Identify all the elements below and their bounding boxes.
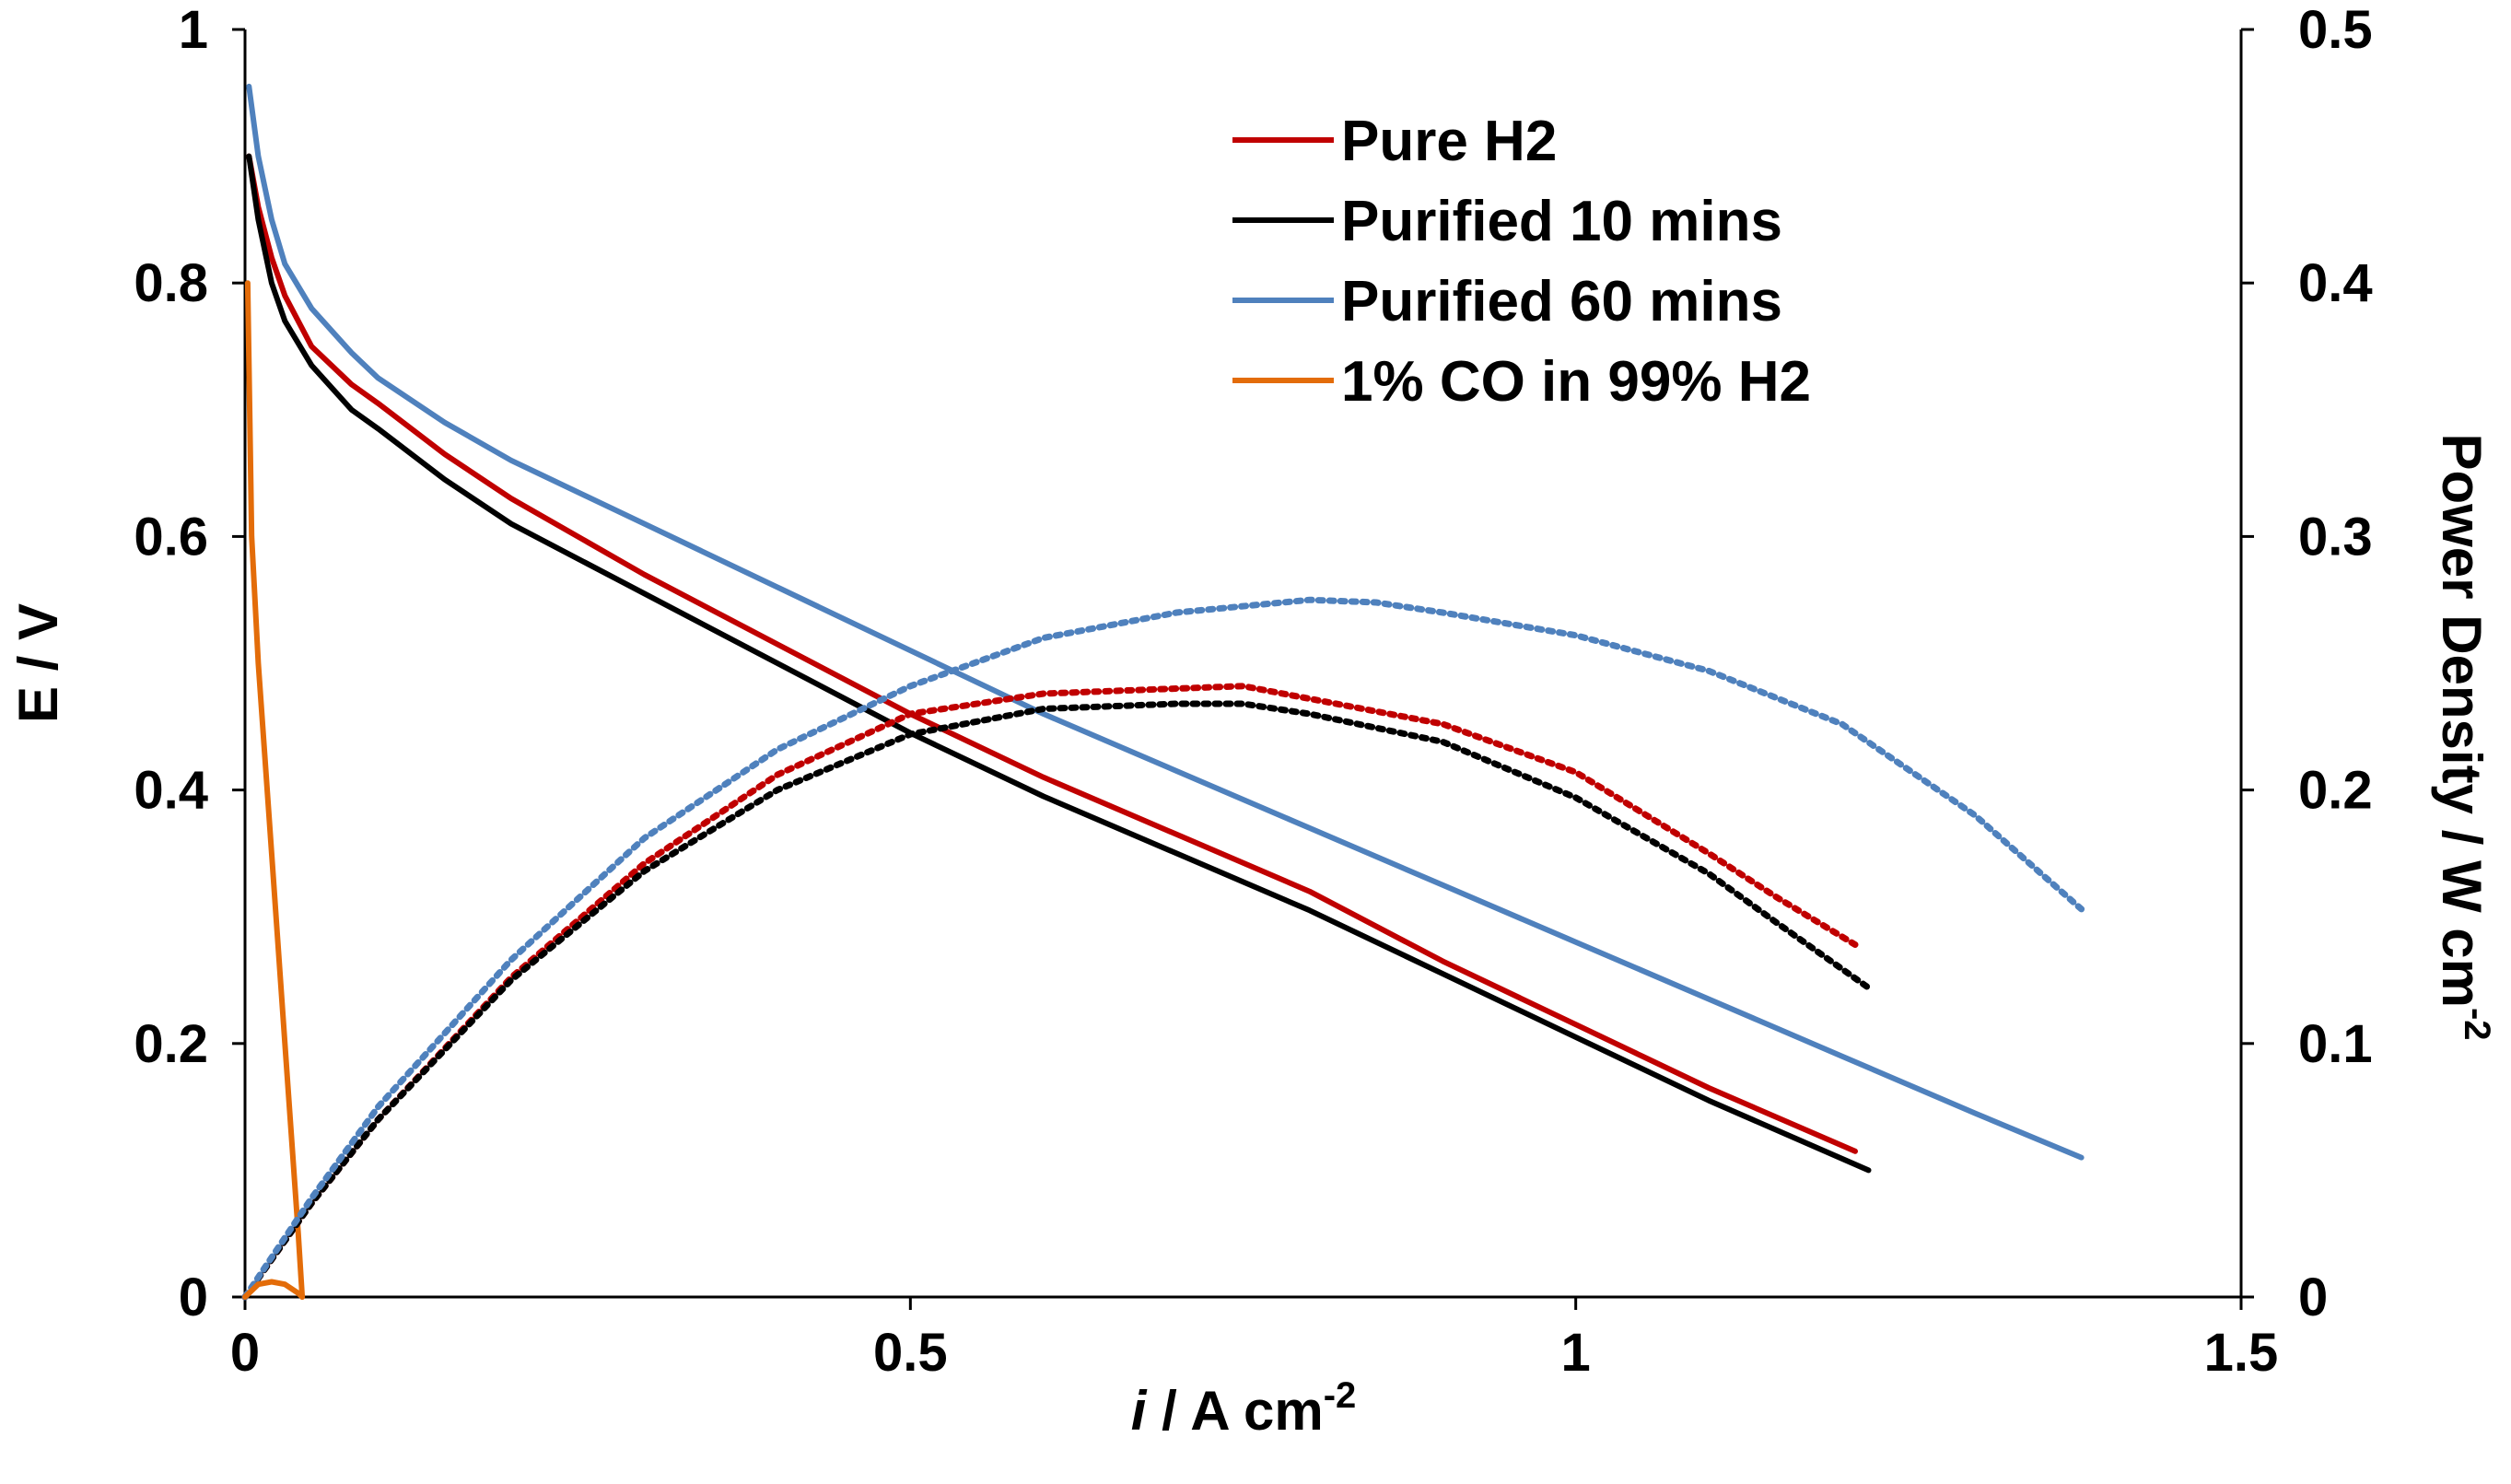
right-axis-title-text: Power Density / W cm bbox=[2431, 433, 2493, 1008]
tick-labels: 0 0.2 0.4 0.6 0.8 1 0 0.1 0.2 0.3 0.4 0.5 0 0.5 1 1.5 bbox=[134, 0, 2372, 1383]
x-axis-title-sup: -2 bbox=[1324, 1375, 1357, 1416]
x-axis-title-text: / A cm bbox=[1146, 1380, 1323, 1442]
left-tick-label: 0 bbox=[179, 1268, 208, 1327]
series bbox=[241, 83, 2085, 1301]
legend-label-1pct-co: 1% CO in 99% H2 bbox=[1341, 350, 1811, 414]
right-tick-label: 0.5 bbox=[2298, 0, 2373, 60]
left-tick-label: 0.2 bbox=[134, 1014, 208, 1074]
legend-label-purified-10-mins: Purified 10 mins bbox=[1341, 190, 1782, 253]
left-tick-label: 0.8 bbox=[134, 253, 208, 313]
purified-60-mins-polarization-line bbox=[246, 83, 2085, 1161]
axes bbox=[243, 29, 2243, 1299]
x-tick-label: 0.5 bbox=[873, 1323, 948, 1383]
x-axis-title: i / A cm-2 bbox=[1131, 1375, 1357, 1442]
purified-10-mins-polarization-line bbox=[246, 153, 1872, 1174]
axis-titles: i / A cm-2 E / V Power Density / W cm-2 bbox=[7, 433, 2497, 1442]
legend: Pure H2 Purified 10 mins Purified 60 min… bbox=[1232, 110, 1811, 414]
right-axis-title-sup: -2 bbox=[2457, 1008, 2497, 1041]
1pct-co-in-99pct-h2-polarization-line bbox=[244, 280, 306, 1300]
purified-10-mins-power-density-power-line bbox=[241, 700, 1872, 1301]
right-tick-label: 0.1 bbox=[2298, 1014, 2373, 1074]
pure-h2-polarization-line bbox=[246, 153, 1858, 1154]
left-tick-label: 1 bbox=[179, 0, 208, 60]
right-axis-title: Power Density / W cm-2 bbox=[2431, 433, 2497, 1040]
x-tick-label: 0 bbox=[230, 1323, 260, 1383]
legend-label-pure-h2: Pure H2 bbox=[1341, 110, 1557, 173]
legend-label-purified-60-mins: Purified 60 mins bbox=[1341, 270, 1782, 333]
x-tick-label: 1.5 bbox=[2204, 1323, 2279, 1383]
purified-60-mins-power-density-power-line bbox=[241, 596, 2085, 1301]
right-tick-label: 0.2 bbox=[2298, 761, 2373, 821]
right-tick-label: 0.3 bbox=[2298, 507, 2373, 567]
tick-marks bbox=[232, 28, 2254, 1310]
x-tick-label: 1 bbox=[1561, 1323, 1591, 1383]
left-axis-title: E / V bbox=[7, 603, 69, 723]
right-tick-label: 0 bbox=[2298, 1268, 2328, 1327]
1pct-co-in-99pct-h2-power-density-power-line bbox=[242, 1279, 306, 1300]
right-tick-label: 0.4 bbox=[2298, 253, 2373, 313]
left-tick-label: 0.6 bbox=[134, 507, 208, 567]
left-tick-label: 0.4 bbox=[134, 761, 208, 821]
x-axis-title-italic: i bbox=[1131, 1380, 1148, 1442]
